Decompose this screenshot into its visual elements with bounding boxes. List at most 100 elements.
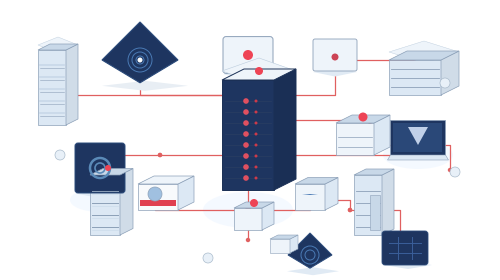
Circle shape	[348, 208, 352, 212]
Circle shape	[245, 147, 251, 153]
Circle shape	[308, 198, 312, 202]
Polygon shape	[408, 127, 428, 145]
Circle shape	[448, 168, 452, 172]
Polygon shape	[270, 239, 290, 253]
Polygon shape	[224, 69, 272, 80]
Circle shape	[413, 143, 417, 147]
Circle shape	[246, 238, 250, 242]
Polygon shape	[287, 267, 339, 275]
Polygon shape	[288, 233, 332, 268]
Circle shape	[246, 208, 250, 212]
Circle shape	[246, 93, 250, 97]
Polygon shape	[90, 175, 120, 235]
Polygon shape	[138, 184, 178, 210]
Circle shape	[254, 165, 258, 169]
Circle shape	[158, 153, 162, 157]
Circle shape	[440, 78, 450, 88]
Circle shape	[53, 78, 57, 82]
Circle shape	[243, 153, 249, 159]
FancyBboxPatch shape	[313, 39, 357, 71]
Circle shape	[245, 92, 251, 98]
Circle shape	[254, 122, 258, 125]
Ellipse shape	[70, 188, 130, 212]
Circle shape	[148, 187, 162, 201]
Circle shape	[98, 158, 102, 162]
Circle shape	[246, 168, 250, 172]
Circle shape	[243, 109, 249, 115]
Circle shape	[254, 132, 258, 136]
Circle shape	[243, 175, 249, 181]
Ellipse shape	[383, 141, 453, 169]
Circle shape	[246, 93, 250, 97]
Polygon shape	[102, 81, 188, 91]
Polygon shape	[78, 189, 132, 199]
Circle shape	[448, 78, 452, 82]
Circle shape	[332, 53, 338, 60]
Polygon shape	[120, 169, 133, 235]
Polygon shape	[38, 44, 78, 50]
Circle shape	[348, 118, 352, 122]
Polygon shape	[234, 202, 274, 208]
Circle shape	[254, 99, 258, 102]
Polygon shape	[66, 44, 78, 125]
Circle shape	[246, 168, 250, 172]
Polygon shape	[336, 123, 374, 155]
Polygon shape	[441, 51, 459, 95]
Polygon shape	[388, 155, 448, 160]
Circle shape	[255, 67, 263, 75]
Polygon shape	[138, 176, 194, 184]
Circle shape	[246, 93, 250, 97]
Polygon shape	[354, 175, 382, 235]
Polygon shape	[302, 194, 318, 195]
Polygon shape	[222, 80, 274, 190]
Circle shape	[246, 208, 250, 212]
Polygon shape	[38, 50, 66, 125]
Circle shape	[413, 73, 417, 77]
Polygon shape	[389, 51, 459, 60]
Polygon shape	[384, 261, 432, 269]
Circle shape	[333, 58, 337, 62]
Circle shape	[348, 208, 352, 212]
Polygon shape	[389, 41, 459, 63]
Circle shape	[398, 238, 402, 242]
Circle shape	[138, 57, 142, 62]
Circle shape	[398, 153, 402, 157]
Circle shape	[98, 158, 102, 162]
Polygon shape	[178, 176, 194, 210]
Polygon shape	[382, 169, 394, 235]
Polygon shape	[38, 37, 78, 53]
Polygon shape	[325, 178, 338, 210]
Polygon shape	[394, 123, 442, 152]
Polygon shape	[90, 169, 133, 175]
Circle shape	[246, 208, 250, 212]
Polygon shape	[354, 169, 394, 175]
Circle shape	[243, 131, 249, 137]
Circle shape	[243, 98, 249, 104]
Polygon shape	[270, 235, 298, 239]
FancyBboxPatch shape	[382, 231, 428, 265]
Polygon shape	[234, 208, 262, 230]
Polygon shape	[290, 235, 298, 253]
Polygon shape	[295, 184, 325, 210]
Polygon shape	[295, 178, 338, 184]
Circle shape	[333, 58, 337, 62]
Polygon shape	[262, 202, 274, 230]
Circle shape	[98, 188, 102, 192]
Circle shape	[158, 153, 162, 157]
Circle shape	[246, 93, 250, 97]
FancyBboxPatch shape	[223, 37, 273, 73]
Circle shape	[368, 123, 372, 127]
Polygon shape	[222, 58, 296, 84]
Polygon shape	[370, 195, 380, 230]
Circle shape	[138, 53, 142, 57]
FancyBboxPatch shape	[75, 143, 125, 193]
Polygon shape	[374, 115, 390, 155]
Circle shape	[55, 150, 65, 160]
Polygon shape	[140, 200, 176, 206]
Circle shape	[203, 253, 213, 263]
Polygon shape	[390, 120, 446, 155]
Circle shape	[246, 63, 250, 67]
Circle shape	[246, 208, 250, 212]
Circle shape	[245, 207, 251, 213]
Polygon shape	[102, 22, 178, 83]
